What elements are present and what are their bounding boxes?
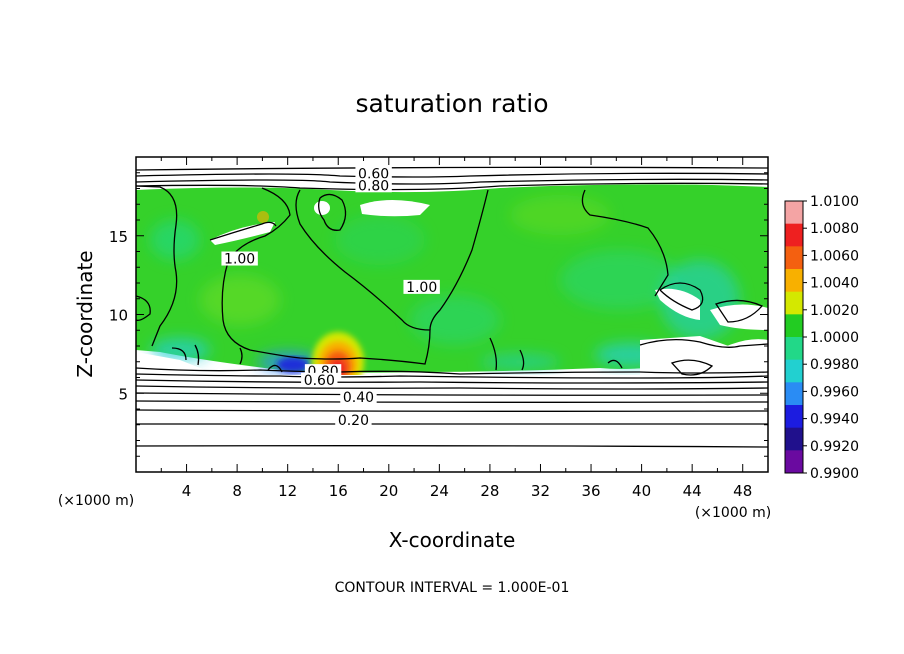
x-axis-label: X-coordinate	[389, 528, 516, 552]
contour-label: 1.00	[224, 252, 255, 268]
colorbar-swatch	[785, 427, 803, 451]
colorbar-tick-label: 0.9920	[810, 439, 859, 455]
contour-label: 0.20	[338, 413, 369, 429]
colorbar-swatch	[785, 291, 803, 315]
colorbar-tick-label: 1.0080	[810, 221, 859, 237]
colorbar: 1.0100 1.0080 1.0060 1.0040 1.0020 1.0000 0.99…	[784, 194, 859, 482]
colorbar-tick-label: 1.0000	[810, 330, 859, 346]
colorbar-swatch	[785, 405, 803, 429]
x-tick-label: 8	[232, 482, 242, 500]
x-tick-label: 16	[329, 482, 348, 500]
x-tick-label: 28	[480, 482, 499, 500]
colorbar-tick-label: 1.0040	[810, 276, 859, 292]
colorbar-swatch	[785, 201, 803, 225]
colorbar-swatch	[785, 223, 803, 247]
colorbar-swatch	[785, 314, 803, 338]
contour-labels: 0.600.801.001.000.800.600.400.20	[221, 166, 440, 429]
contour-label-bg	[301, 372, 338, 387]
y-axis-label: Z-coordinate	[73, 250, 97, 377]
x-tick-label: 48	[733, 482, 752, 500]
contour-label: 0.60	[304, 373, 335, 389]
colorbar-tick-label: 0.9900	[810, 466, 859, 482]
contour-label: 1.00	[406, 280, 437, 296]
y-tick-label: 10	[109, 307, 128, 325]
contour-label: 0.80	[358, 178, 389, 194]
colorbar-tick-label: 1.0100	[810, 194, 859, 210]
x-tick-label: 20	[379, 482, 398, 500]
colorbar-swatch	[785, 246, 803, 270]
colorbar-tick-label: 0.9960	[810, 384, 859, 400]
x-axis: 4 8 12 16 20 24 28 32 36 40 44 48	[160, 157, 752, 500]
x-tick-label: 40	[632, 482, 651, 500]
colorbar-tick-label: 1.0020	[810, 303, 859, 319]
colorbar-swatch	[785, 450, 803, 474]
contour-label-bg	[221, 251, 258, 266]
contour-label: 0.40	[343, 390, 374, 406]
y-tick-label: 15	[109, 228, 128, 246]
x-tick-label: 24	[430, 482, 449, 500]
colorbar-swatch	[785, 382, 803, 406]
colorbar-tick-label: 0.9940	[810, 412, 859, 428]
x-tick-label: 4	[182, 482, 192, 500]
contour-label-bg	[355, 178, 392, 193]
contour-label-bg	[335, 412, 372, 427]
x-tick-label: 32	[531, 482, 550, 500]
field-fill	[136, 157, 768, 472]
contour-interval-note: CONTOUR INTERVAL = 1.000E-01	[335, 580, 570, 596]
colorbar-swatch	[785, 359, 803, 383]
chart-title: saturation ratio	[355, 89, 548, 118]
y-axis: 5 10 15	[109, 172, 768, 457]
colorbar-swatch	[785, 337, 803, 361]
x-tick-label: 12	[278, 482, 297, 500]
x-tick-label: 36	[581, 482, 600, 500]
colorbar-tick-label: 0.9980	[810, 357, 859, 373]
colorbar-swatch	[785, 269, 803, 293]
y-unit-label: (×1000 m)	[58, 493, 134, 509]
contour-lines	[136, 166, 768, 448]
y-tick-label: 5	[118, 385, 128, 403]
x-tick-label: 44	[683, 482, 702, 500]
colorbar-tick-label: 1.0060	[810, 248, 859, 264]
contour-label-bg	[403, 279, 440, 294]
contour-label-bg	[340, 390, 377, 405]
x-unit-label: (×1000 m)	[695, 505, 771, 521]
contour-label-bg	[355, 166, 392, 181]
